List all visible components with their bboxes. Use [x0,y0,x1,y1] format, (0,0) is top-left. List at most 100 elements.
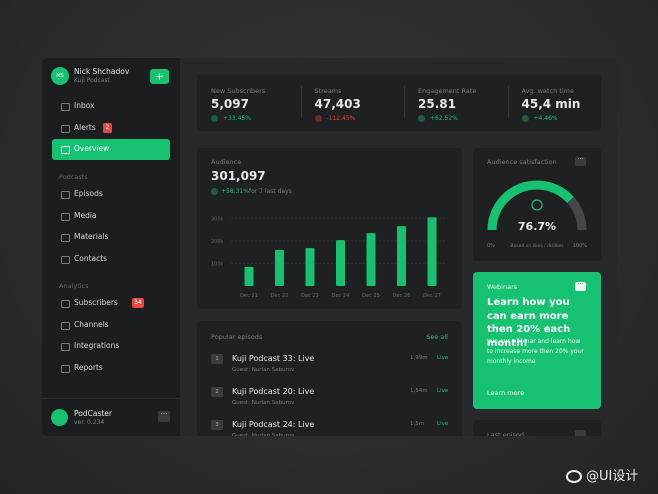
episode-title[interactable]: Kuji Podcast 20: Live [232,387,315,396]
card-title: Webinars [487,283,518,291]
stat-value: 45,4 min [521,97,581,111]
menu-button[interactable] [575,430,586,436]
audience-note: for 7 last days [249,188,292,195]
menu-button[interactable]: ··· [575,157,586,166]
webinar-heading: Learn how you can earn more then 20% eac… [487,297,571,349]
episode-count: 1,54m [410,388,428,394]
watermark-logo [566,470,582,483]
card-title: Audience [211,158,242,166]
nav-label: Alerts [74,123,96,132]
nav-label: Integrations [74,341,120,350]
stat-label: New Subscribers [211,87,266,95]
nav-icon [61,234,70,242]
gauge: 76.7% 0% Based on likes / dislikes 100% [487,180,588,249]
nav-icon [61,103,70,111]
x-tick-label: Dec 27 [423,293,441,299]
nav-item[interactable]: Subscribers 34 [52,293,170,314]
stat-label: Avg. watch time [521,87,574,95]
x-tick-label: Dec 23 [301,293,319,299]
main: New Subscribers 5,097 +33.45% Streams 47,403… [180,58,617,436]
trend-icon [418,115,425,122]
episode-count: 1,5m [410,421,425,427]
bar [427,217,437,286]
nav-item[interactable]: Reports [52,358,170,379]
menu-button[interactable]: ··· [575,282,586,291]
nav-item[interactable]: Channels [52,315,170,336]
episode-number: 1 [211,354,223,364]
menu-button[interactable]: ··· [158,411,170,422]
last-episode-card: Last episod [473,420,601,436]
nav-item[interactable]: Alerts 2 [52,118,170,139]
bar [275,249,284,286]
episode-status: Live [437,388,449,394]
episode-guest: Guest: Nurlan Saburov [232,367,295,373]
y-tick-label: 100k [211,261,224,267]
add-button[interactable]: + [150,69,169,84]
nav-icon [61,146,70,154]
bar [305,248,315,286]
episode-title[interactable]: Kuji Podcast 24: Live [232,420,315,429]
nav-icon [61,300,70,308]
link[interactable]: Learn more [487,389,525,397]
nav-item[interactable]: Media [52,206,170,227]
bar [336,240,345,286]
watermark: @UI设计 [586,469,639,484]
nav-item[interactable]: Inbox [52,96,170,117]
x-tick-label: Dec 26 [393,293,411,299]
nav-item[interactable]: Overview [52,139,170,160]
nav-label: Media [74,210,97,220]
nav-label: Reports [74,362,103,372]
card-title: Audience satisfaction [487,158,557,166]
episode-number: 3 [211,420,223,430]
bar [397,226,406,286]
gauge-max: 100% [573,243,588,249]
link[interactable]: See all [426,333,448,341]
card-title: Last episod [487,431,525,436]
bar [244,266,254,286]
episodes-card: Popular episods See all 1 Kuji Podcast 33: … [197,321,462,436]
footer-name: PodCaster [74,409,112,418]
section-title: Podcasts [59,173,88,181]
x-tick-label: Dec 25 [362,293,380,299]
nav-icon [61,364,70,373]
nav-label: Contacts [74,253,108,263]
nav-icon [61,191,70,199]
stat-value: 25.81 [418,97,456,111]
y-tick-label: 200k [211,239,224,245]
nav-icon [61,343,70,351]
x-tick-label: Dec 22 [271,293,289,299]
nav-item[interactable]: Integrations [52,336,170,357]
nav-item[interactable]: Episods [52,184,170,205]
trend-icon [521,115,529,122]
nav-label: Channels [74,319,109,329]
trend-icon [314,115,322,122]
bar-chart: 100k 200k 300k Dec 21 Dec 22 Dec 23 Dec 24 Dec … [211,216,447,299]
stat-change: +62.52% [430,115,458,122]
footer-version: ver. 0.234 [74,419,105,426]
gauge-min: 0% [487,243,495,249]
episode-status: Live [437,421,449,427]
webinar-body: Join our webinar and learn how to increa… [487,338,584,365]
episode-count: 1,99m [410,355,428,361]
nav-label: Materials [74,232,109,241]
episode-title[interactable]: Kuji Podcast 33: Live [232,354,315,363]
stat-change: +33.45% [223,115,251,122]
audience-value: 301,097 [211,169,266,183]
section-title: Analytics [59,282,89,290]
divider [507,86,509,118]
audience-change: +58.31% [221,188,249,195]
gauge-label: 76.7% [518,220,556,233]
nav-icon [61,212,70,221]
satisfaction-card: Audience satisfaction ··· 76.7% 0% Based on … [473,148,601,261]
episode-status: Live [437,355,449,361]
nav-icon [61,321,70,330]
stat-label: Streams [314,87,342,95]
user-subtitle: Kuji Podcast [74,77,111,84]
nav-item[interactable]: Contacts [52,249,170,270]
y-tick-label: 300k [211,216,224,222]
divider [42,398,180,399]
nav-item[interactable]: Materials [52,227,170,248]
stat-value: 47,403 [314,97,361,111]
avatar[interactable]: NS [51,67,69,85]
